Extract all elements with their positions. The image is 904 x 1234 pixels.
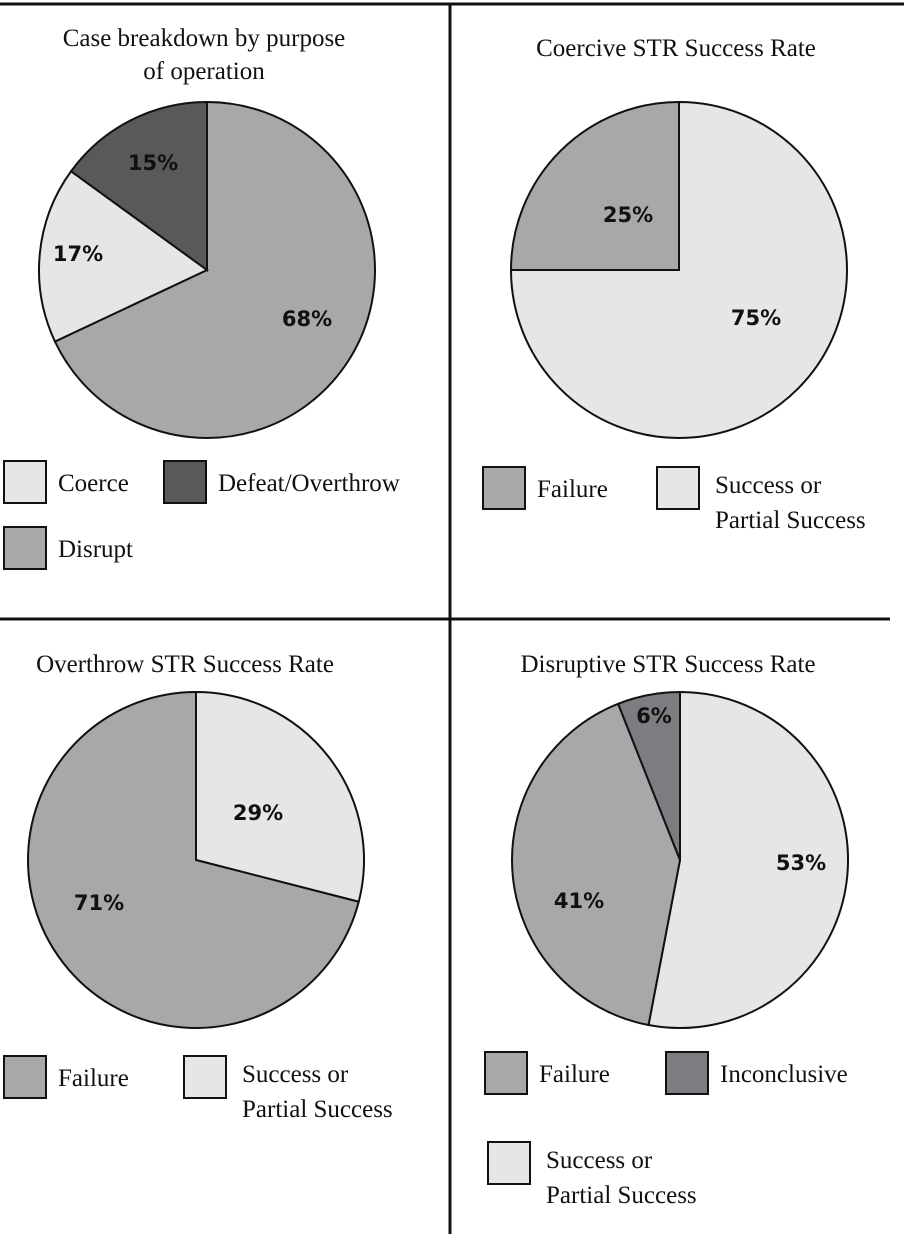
chart-coercive-success: Coercive STR Success Rate 75% 25% Failure… bbox=[482, 35, 866, 534]
pie-slice-success-or-partial-success bbox=[509, 100, 848, 439]
chart-title-line1: Case breakdown by purpose bbox=[63, 25, 346, 52]
chart-title: Coercive STR Success Rate bbox=[536, 35, 816, 62]
pie bbox=[509, 100, 848, 439]
legend: Failure Inconclusive Success or Partial Suc… bbox=[484, 1051, 848, 1209]
pie bbox=[38, 100, 376, 439]
chart-title: Overthrow STR Success Rate bbox=[36, 651, 334, 678]
legend-swatch bbox=[484, 1051, 528, 1095]
pie-labels: 68% 17% 15% bbox=[53, 151, 332, 331]
pie-slice-success-or-partial-success bbox=[647, 690, 849, 1029]
chart-overthrow-success: Overthrow STR Success Rate 29% 71% Failur… bbox=[3, 651, 393, 1123]
slice-label-success-or-partial-success: 75% bbox=[731, 306, 781, 330]
legend-swatch bbox=[487, 1141, 531, 1185]
pie-slice-disrupt bbox=[53, 100, 376, 439]
legend-item-failure: Failure bbox=[3, 1055, 129, 1099]
chart-title-line2: of operation bbox=[143, 58, 265, 85]
legend-swatch bbox=[3, 460, 47, 504]
pie bbox=[27, 690, 365, 1029]
pie-labels: 29% 71% bbox=[74, 801, 283, 915]
legend-item-inconclusive: Inconclusive bbox=[665, 1051, 848, 1095]
legend-item-defeat-overthrow: Defeat/Overthrow bbox=[163, 460, 400, 504]
legend-swatch bbox=[163, 460, 207, 504]
legend-swatch bbox=[3, 526, 47, 570]
slice-label-success-or-partial-success: 29% bbox=[233, 801, 283, 825]
legend-item-failure: Failure bbox=[484, 1051, 610, 1095]
legend: Failure Success or Partial Success bbox=[482, 466, 866, 534]
legend-label: Failure bbox=[537, 476, 608, 503]
legend-label: Failure bbox=[539, 1061, 610, 1088]
pie bbox=[511, 690, 849, 1029]
slice-label-failure: 71% bbox=[74, 891, 124, 915]
pie-slice-failure bbox=[509, 100, 680, 271]
legend-item-disrupt: Disrupt bbox=[3, 526, 133, 570]
pie-slice-failure bbox=[27, 690, 360, 1029]
legend-label: Defeat/Overthrow bbox=[218, 470, 400, 497]
pie-slice-coerce bbox=[38, 169, 209, 343]
pie-slice-inconclusive bbox=[616, 690, 681, 861]
slice-label-success-or-partial-success: 53% bbox=[776, 851, 826, 875]
pie-labels: 75% 25% bbox=[603, 203, 781, 330]
legend: Failure Success or Partial Success bbox=[3, 1055, 393, 1123]
legend-item-success-or-partial-success: Success or Partial Success bbox=[183, 1055, 393, 1123]
pie-labels: 53% 41% 6% bbox=[554, 704, 826, 913]
legend-label-line2: Partial Success bbox=[546, 1182, 697, 1209]
legend: Coerce Defeat/Overthrow Disrupt bbox=[3, 460, 400, 570]
slice-label-disrupt: 68% bbox=[282, 307, 332, 331]
legend-label-line2: Partial Success bbox=[715, 507, 866, 534]
slice-label-defeat-overthrow: 15% bbox=[128, 151, 178, 175]
legend-swatch bbox=[482, 466, 526, 510]
legend-item-failure: Failure bbox=[482, 466, 608, 510]
legend-label: Disrupt bbox=[58, 536, 133, 563]
legend-label-line1: Success or bbox=[546, 1147, 653, 1174]
legend-swatch bbox=[656, 466, 700, 510]
chart-case-breakdown: Case breakdown by purpose of operation 6… bbox=[3, 25, 400, 570]
pie-slice-failure bbox=[511, 702, 682, 1027]
chart-title: Disruptive STR Success Rate bbox=[520, 651, 815, 678]
legend-swatch bbox=[183, 1055, 227, 1099]
legend-item-success-or-partial-success: Success or Partial Success bbox=[487, 1141, 697, 1209]
legend-item-coerce: Coerce bbox=[3, 460, 129, 504]
chart-disruptive-success: Disruptive STR Success Rate 53% 41% 6% Fai… bbox=[484, 651, 849, 1209]
slice-label-failure: 25% bbox=[603, 203, 653, 227]
legend-label: Inconclusive bbox=[720, 1061, 848, 1088]
legend-label-line2: Partial Success bbox=[242, 1096, 393, 1123]
legend-label: Coerce bbox=[58, 470, 129, 497]
legend-swatch bbox=[3, 1055, 47, 1099]
legend-label: Failure bbox=[58, 1065, 129, 1092]
slice-label-failure: 41% bbox=[554, 889, 604, 913]
legend-label-line1: Success or bbox=[715, 472, 822, 499]
slice-label-coerce: 17% bbox=[53, 242, 103, 266]
legend-item-success-or-partial-success: Success or Partial Success bbox=[656, 466, 866, 534]
legend-swatch bbox=[665, 1051, 709, 1095]
pie-slice-defeat-overthrow bbox=[69, 100, 208, 272]
slice-label-inconclusive: 6% bbox=[636, 704, 672, 728]
pie-slice-success-or-partial-success bbox=[195, 690, 365, 903]
legend-label-line1: Success or bbox=[242, 1061, 349, 1088]
